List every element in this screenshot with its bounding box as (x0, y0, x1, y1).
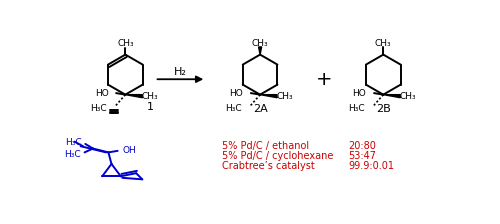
Text: CH₃: CH₃ (276, 92, 293, 101)
Polygon shape (260, 95, 277, 98)
Text: 2A: 2A (252, 103, 268, 114)
Text: +: + (316, 70, 332, 89)
Text: OH: OH (122, 146, 136, 155)
Text: 2B: 2B (376, 103, 390, 114)
Text: 53:47: 53:47 (348, 151, 376, 161)
Polygon shape (126, 95, 142, 98)
Text: HO: HO (230, 89, 243, 98)
Text: CH₃: CH₃ (400, 92, 416, 101)
Polygon shape (258, 47, 262, 55)
Text: H₃C: H₃C (64, 150, 80, 159)
Polygon shape (384, 95, 400, 98)
Text: CH₃: CH₃ (375, 39, 392, 47)
Text: CH₃: CH₃ (142, 92, 158, 101)
Text: H₃C: H₃C (66, 138, 82, 147)
Text: Crabtree’s catalyst: Crabtree’s catalyst (222, 161, 314, 171)
Text: H₃C: H₃C (348, 104, 365, 113)
Text: H₃C: H₃C (90, 104, 107, 113)
Text: 1: 1 (146, 102, 154, 112)
Text: H₂: H₂ (174, 67, 187, 77)
Text: 99.9:0.01: 99.9:0.01 (348, 161, 395, 171)
Text: 5% Pd/C / cyclohexane: 5% Pd/C / cyclohexane (222, 151, 333, 161)
Text: CH₃: CH₃ (117, 39, 134, 48)
Text: 5% Pd/C / ethanol: 5% Pd/C / ethanol (222, 141, 308, 151)
Text: H₃C: H₃C (225, 104, 242, 113)
Text: HO: HO (352, 89, 366, 98)
Text: HO: HO (94, 89, 108, 98)
Text: 20:80: 20:80 (348, 141, 376, 151)
Text: CH₃: CH₃ (252, 39, 268, 47)
